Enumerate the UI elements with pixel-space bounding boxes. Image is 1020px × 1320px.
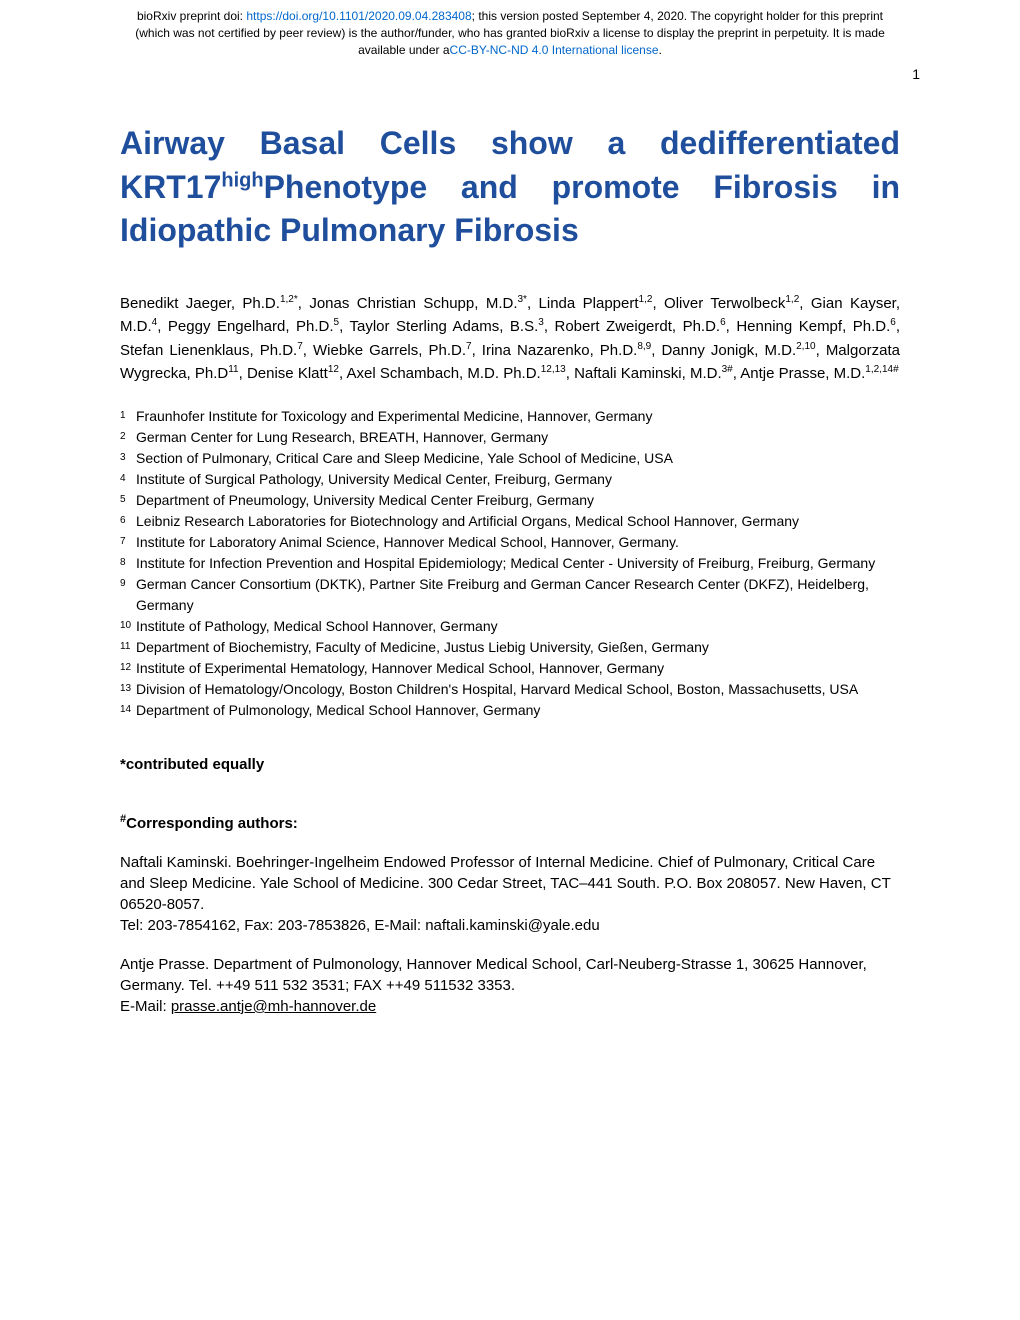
affiliation-row: 14Department of Pulmonology, Medical Sch…: [120, 700, 900, 721]
affiliation-text: Institute of Surgical Pathology, Univers…: [136, 469, 900, 490]
affiliation-number: 8: [120, 553, 136, 570]
corresponding-authors-label: #Corresponding authors:: [120, 813, 900, 832]
affiliation-text: Department of Biochemistry, Faculty of M…: [136, 637, 900, 658]
affiliation-text: Institute for Laboratory Animal Science,…: [136, 532, 900, 553]
title-sup: high: [221, 169, 263, 191]
affiliation-text: Department of Pneumology, University Med…: [136, 490, 900, 511]
contributed-equally-label: *contributed equally: [120, 756, 900, 773]
header-line1-prefix: bioRxiv preprint doi:: [137, 9, 246, 23]
corresponding-authors-block: Naftali Kaminski. Boehringer-Ingelheim E…: [120, 852, 900, 1017]
affiliation-number: 9: [120, 574, 136, 591]
affiliation-number: 3: [120, 448, 136, 465]
affiliation-row: 3Section of Pulmonary, Critical Care and…: [120, 448, 900, 469]
affiliation-number: 6: [120, 511, 136, 528]
affiliation-row: 2German Center for Lung Research, BREATH…: [120, 427, 900, 448]
affiliation-number: 4: [120, 469, 136, 486]
affiliations-list: 1Fraunhofer Institute for Toxicology and…: [120, 406, 900, 721]
affiliation-row: 12Institute of Experimental Hematology, …: [120, 658, 900, 679]
affiliation-number: 5: [120, 490, 136, 507]
header-line3-prefix: available under a: [358, 43, 449, 57]
affiliation-row: 8Institute for Infection Prevention and …: [120, 553, 900, 574]
affiliation-number: 7: [120, 532, 136, 549]
preprint-header: bioRxiv preprint doi: https://doi.org/10…: [0, 0, 1020, 62]
affiliation-text: Institute for Infection Prevention and H…: [136, 553, 900, 574]
corresponding-author: Naftali Kaminski. Boehringer-Ingelheim E…: [120, 852, 900, 936]
affiliation-row: 9German Cancer Consortium (DKTK), Partne…: [120, 574, 900, 616]
affiliation-text: Section of Pulmonary, Critical Care and …: [136, 448, 900, 469]
license-link[interactable]: CC-BY-NC-ND 4.0 International license: [450, 43, 659, 57]
affiliation-text: Division of Hematology/Oncology, Boston …: [136, 679, 900, 700]
affiliation-text: German Center for Lung Research, BREATH,…: [136, 427, 900, 448]
affiliation-number: 14: [120, 700, 136, 717]
paper-title: Airway Basal Cells show a dedifferentiat…: [120, 122, 900, 252]
affiliation-row: 7Institute for Laboratory Animal Science…: [120, 532, 900, 553]
header-line1-suffix: ; this version posted September 4, 2020.…: [472, 9, 883, 23]
header-line3-suffix: .: [659, 43, 662, 57]
affiliation-row: 1Fraunhofer Institute for Toxicology and…: [120, 406, 900, 427]
affiliation-text: Fraunhofer Institute for Toxicology and …: [136, 406, 900, 427]
affiliation-text: Leibniz Research Laboratories for Biotec…: [136, 511, 900, 532]
affiliation-row: 13Division of Hematology/Oncology, Bosto…: [120, 679, 900, 700]
corresponding-author: Antje Prasse. Department of Pulmonology,…: [120, 954, 900, 1017]
affiliation-row: 10Institute of Pathology, Medical School…: [120, 616, 900, 637]
affiliation-number: 11: [120, 637, 136, 654]
affiliation-text: German Cancer Consortium (DKTK), Partner…: [136, 574, 900, 616]
affiliation-row: 5Department of Pneumology, University Me…: [120, 490, 900, 511]
affiliation-row: 4Institute of Surgical Pathology, Univer…: [120, 469, 900, 490]
affiliation-row: 11Department of Biochemistry, Faculty of…: [120, 637, 900, 658]
affiliation-text: Institute of Pathology, Medical School H…: [136, 616, 900, 637]
affiliation-row: 6Leibniz Research Laboratories for Biote…: [120, 511, 900, 532]
affiliation-number: 1: [120, 406, 136, 423]
page-content: Airway Basal Cells show a dedifferentiat…: [0, 122, 1020, 1075]
doi-link[interactable]: https://doi.org/10.1101/2020.09.04.28340…: [246, 9, 471, 23]
affiliation-number: 10: [120, 616, 136, 633]
affiliation-number: 12: [120, 658, 136, 675]
email-link[interactable]: prasse.antje@mh-hannover.de: [171, 998, 376, 1015]
affiliation-text: Institute of Experimental Hematology, Ha…: [136, 658, 900, 679]
header-line2: (which was not certified by peer review)…: [135, 26, 885, 40]
authors-list: Benedikt Jaeger, Ph.D.1,2*, Jonas Christ…: [120, 292, 900, 386]
affiliation-text: Department of Pulmonology, Medical Schoo…: [136, 700, 900, 721]
affiliation-number: 13: [120, 679, 136, 696]
affiliation-number: 2: [120, 427, 136, 444]
page-number: 1: [0, 62, 1020, 92]
